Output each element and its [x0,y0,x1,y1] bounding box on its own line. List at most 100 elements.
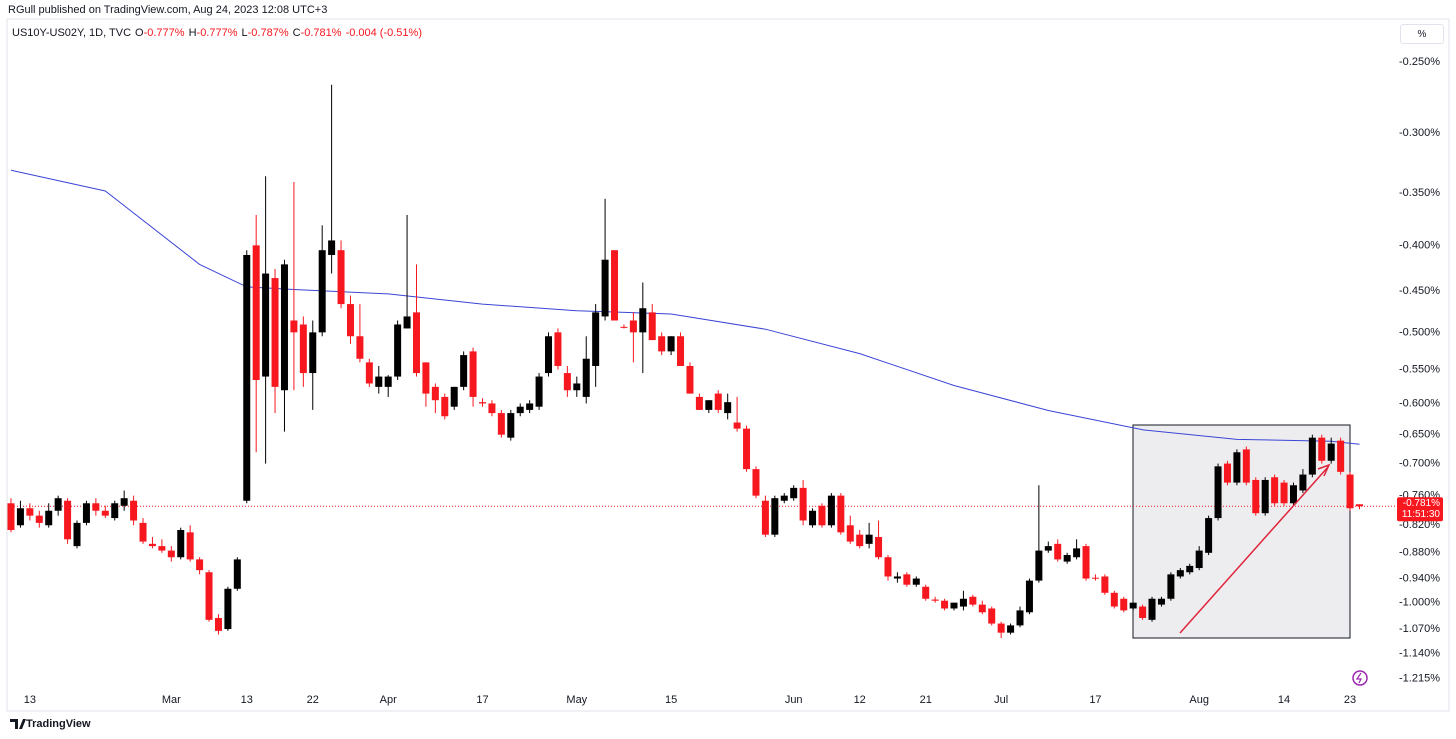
y-tick-label: -0.300% [1399,127,1440,139]
candle-body [875,536,883,558]
arrow-drawing [1179,466,1329,634]
candle-body [7,503,15,531]
candle-body [1091,577,1099,579]
y-tick-label: -0.350% [1399,187,1440,199]
candle-body [1327,443,1335,461]
candle-body [26,508,34,516]
candle-body [988,608,996,624]
brand-logo [10,719,26,729]
candle-body [35,515,43,523]
candle-body [790,487,798,499]
x-tick-label: 13 [24,694,36,706]
alert-icon[interactable] [1352,670,1368,686]
y-tick-label: -0.820% [1399,519,1440,531]
candle-body [1139,606,1147,618]
candle-body [1063,555,1071,562]
candle-body [309,332,317,374]
symbol: US10Y-US02Y, 1D, TVC [12,27,132,39]
candle-body [752,469,760,496]
candle-body [865,534,873,544]
candle-body [1129,602,1137,609]
x-tick-label: 14 [1278,694,1290,706]
legend-key: O [135,27,144,39]
candle-body [1346,474,1354,509]
x-tick-label: 12 [854,694,866,706]
candle-body [941,600,949,609]
candle-body [271,278,279,387]
scale-button[interactable]: % [1400,24,1444,44]
candle-body [837,495,845,533]
candle-body [1007,625,1015,633]
candle-body [677,336,685,366]
candle-body [1176,570,1184,577]
candle-body [592,312,600,366]
candle-body [922,586,930,599]
candle-body [969,596,977,605]
candle-body [1280,482,1288,504]
candle-body [403,316,411,329]
candle-body [705,400,713,410]
candle-body [422,362,430,394]
candle-body [743,428,751,470]
candle-body [488,403,496,414]
legend-key: H [188,27,197,39]
candle-body [809,510,817,526]
candle-body [64,500,72,540]
candle-body [563,373,571,391]
candle-body [1223,463,1231,483]
candle-body [1157,598,1165,605]
candle-body [54,498,62,511]
legend-value: -0.781% [300,27,342,39]
candle-body [290,320,298,333]
candle-body [620,326,628,328]
candle-body [1308,437,1316,475]
x-tick-label: 15 [665,694,677,706]
candle-body [328,240,336,255]
candle-body [441,396,449,417]
x-tick-label: 17 [476,694,488,706]
candle-body [1233,452,1241,483]
legend-value: -0.787% [247,27,289,39]
candle-body [554,332,562,366]
publisher: RGull published on TradingView.com, Aug … [8,4,328,16]
x-tick-label: 13 [241,694,253,706]
candle-body [761,500,769,535]
x-tick-label: 22 [307,694,319,706]
rectangle-drawing [1132,424,1351,639]
candle-body [950,602,958,609]
candle-body [771,498,779,535]
candle-body [130,500,138,521]
candle-body [1025,580,1033,613]
y-tick-label: -1.215% [1399,673,1440,685]
legend-value: -0.777% [143,27,185,39]
candle-body [224,588,232,630]
candle-body [233,559,241,589]
candle-body [252,245,260,381]
candle-body [573,383,581,391]
candle-body [827,495,835,526]
y-tick-label: -0.550% [1399,363,1440,375]
candle-body [394,324,402,377]
y-tick-label: -0.250% [1399,56,1440,68]
alert-icon-bolt [1355,672,1362,684]
legend: US10Y-US02Y, 1D, TVC O -0.777% H -0.777% L -0… [12,27,422,39]
candle-body [912,578,920,585]
x-tick-label: 23 [1344,694,1356,706]
y-tick-label: -1.000% [1399,597,1440,609]
candle-body [714,393,722,410]
brand: TradingView [26,718,91,730]
candle-body [186,532,194,560]
candle-body [978,604,986,613]
candle-body [111,503,119,519]
candle-body [856,534,864,547]
candle-body [1186,565,1194,573]
candle-body [799,487,807,521]
candle-body [507,413,515,438]
candle-body [1167,574,1175,599]
candle-body [611,250,619,321]
candle-body [120,498,128,506]
candle-body [1148,598,1156,620]
candle-body [73,522,81,547]
chart-frame [6,18,1450,712]
